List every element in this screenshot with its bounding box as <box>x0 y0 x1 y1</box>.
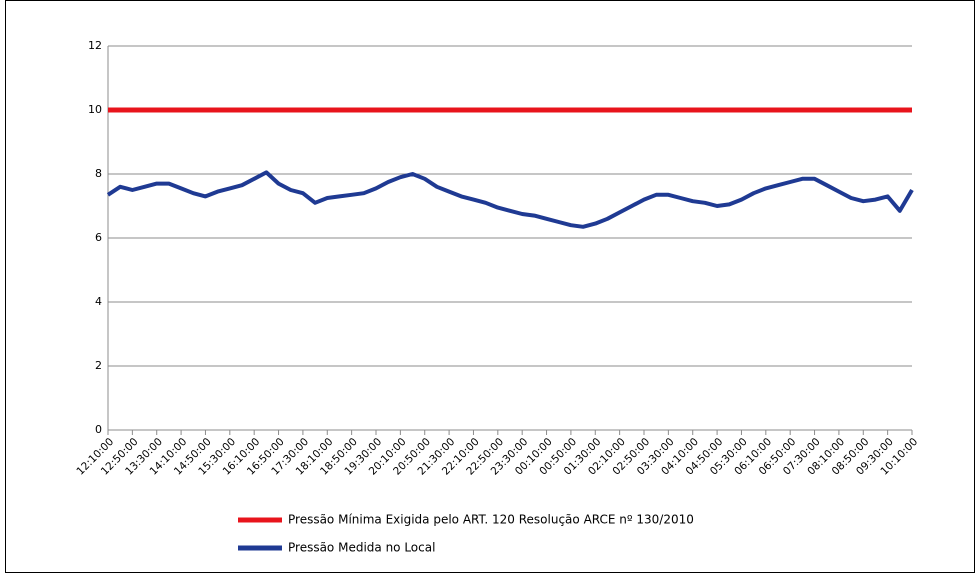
chart-border <box>5 0 975 573</box>
legend-label: Pressão Medida no Local <box>288 541 435 555</box>
y-tick-label: 0 <box>95 423 102 436</box>
y-tick-label: 10 <box>88 103 102 116</box>
y-tick-label: 12 <box>88 39 102 52</box>
y-tick-label: 4 <box>95 295 102 308</box>
series-line <box>106 170 914 229</box>
y-tick-label: 6 <box>95 231 102 244</box>
y-tick-label: 2 <box>95 359 102 372</box>
legend: Pressão Mínima Exigida pelo ART. 120 Res… <box>238 513 694 555</box>
y-tick-label: 8 <box>95 167 102 180</box>
legend-label: Pressão Mínima Exigida pelo ART. 120 Res… <box>288 513 694 527</box>
